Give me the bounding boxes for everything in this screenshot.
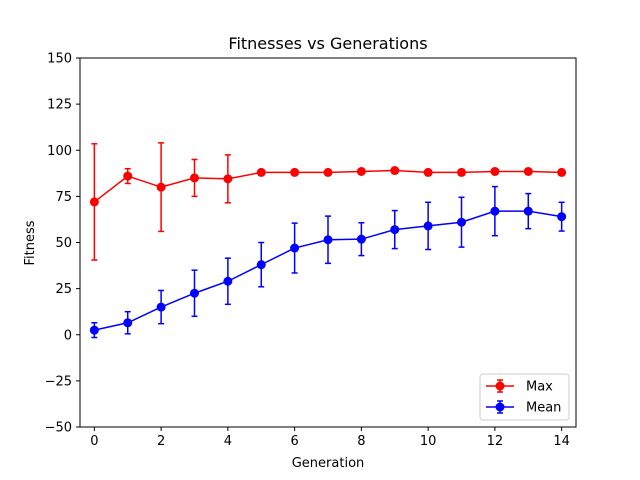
data-point [290,243,300,253]
data-point [423,167,433,177]
x-tick-label: 4 [224,434,232,449]
data-point [290,167,300,177]
data-point [189,173,199,183]
x-axis-label: Generation [292,456,365,471]
data-point [156,182,166,192]
x-tick-label: 10 [420,434,437,449]
legend-marker-max [495,381,505,391]
data-point [123,318,133,328]
data-point [557,167,567,177]
data-point [390,166,400,176]
y-tick-label: −25 [45,374,72,389]
data-point [323,167,333,177]
data-point [123,171,133,181]
series-mean [89,185,567,339]
x-tick-label: 14 [553,434,570,449]
chart-title: Fitnesses vs Generations [228,34,427,53]
data-point [457,217,467,227]
legend-marker-mean [495,402,505,412]
data-point [490,206,500,216]
data-point [323,235,333,245]
data-point [490,166,500,176]
y-tick-label: 75 [55,190,72,205]
data-point [356,234,366,244]
data-point [557,212,567,222]
x-tick-label: 12 [487,434,504,449]
data-point [89,197,99,207]
x-tick-label: 8 [357,434,365,449]
y-tick-label: 125 [47,98,72,113]
data-point [457,167,467,177]
y-tick-label: 25 [55,282,72,297]
y-tick-label: 100 [47,144,72,159]
y-tick-label: −50 [45,421,72,436]
data-point [156,302,166,312]
legend-label-max: Max [526,380,553,395]
data-point [89,325,99,335]
data-point [223,276,233,286]
y-axis-label: Fitness [23,220,38,265]
plot-area [89,142,567,339]
y-tick-label: 150 [47,52,72,67]
data-point [256,167,266,177]
series-max [89,142,567,261]
x-tick-label: 2 [157,434,165,449]
data-point [523,166,533,176]
legend-label-mean: Mean [526,401,561,416]
x-tick-label: 6 [290,434,298,449]
data-point [390,225,400,235]
y-tick-label: 50 [55,236,72,251]
data-point [523,206,533,216]
x-tick-label: 0 [90,434,98,449]
data-point [423,221,433,231]
data-point [223,174,233,184]
data-point [256,260,266,270]
data-point [189,288,199,298]
y-tick-label: 0 [64,328,72,343]
data-point [356,166,366,176]
legend: Max Mean [479,373,570,421]
